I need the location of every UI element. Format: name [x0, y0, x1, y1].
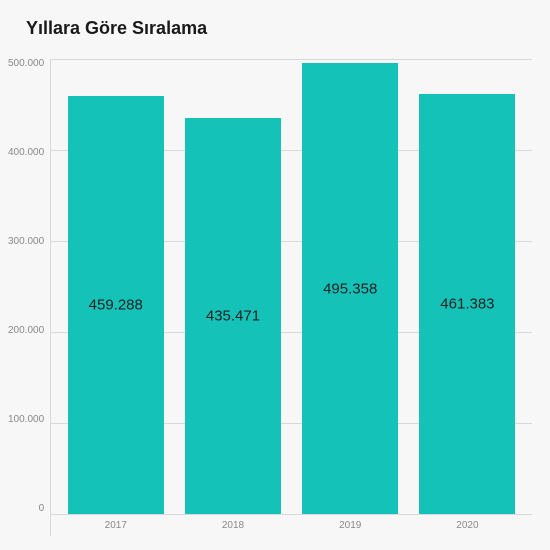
y-tick: 300.000	[8, 237, 44, 247]
plot: 500.000 400.000 300.000 200.000 100.000 …	[8, 59, 532, 536]
bar-2020: 461.383	[419, 94, 515, 514]
bar-chart: Yıllara Göre Sıralama 500.000 400.000 30…	[0, 0, 550, 550]
bar-2018: 435.471	[185, 118, 281, 514]
chart-title: Yıllara Göre Sıralama	[8, 18, 532, 59]
x-tick: 2020	[409, 520, 526, 531]
x-tick: 2019	[292, 520, 409, 531]
bar-slot: 459.288	[57, 59, 174, 514]
y-tick: 0	[39, 504, 45, 514]
bar-2017: 459.288	[68, 96, 164, 514]
bar-2019: 495.358	[302, 63, 398, 514]
bar-value-label: 459.288	[89, 297, 143, 314]
y-axis: 500.000 400.000 300.000 200.000 100.000 …	[8, 59, 50, 536]
plot-area: 459.288 435.471 495.358 461.383	[50, 59, 532, 536]
x-axis: 2017 2018 2019 2020	[51, 514, 532, 536]
bars-group: 459.288 435.471 495.358 461.383	[51, 59, 532, 514]
bar-value-label: 435.471	[206, 307, 260, 324]
bar-value-label: 461.383	[440, 296, 494, 313]
bar-slot: 495.358	[292, 59, 409, 514]
bar-value-label: 495.358	[323, 280, 377, 297]
y-tick: 100.000	[8, 415, 44, 425]
y-tick: 400.000	[8, 148, 44, 158]
y-tick: 200.000	[8, 326, 44, 336]
x-tick: 2017	[57, 520, 174, 531]
x-tick: 2018	[174, 520, 291, 531]
bar-slot: 435.471	[174, 59, 291, 514]
y-tick: 500.000	[8, 59, 44, 69]
bar-slot: 461.383	[409, 59, 526, 514]
